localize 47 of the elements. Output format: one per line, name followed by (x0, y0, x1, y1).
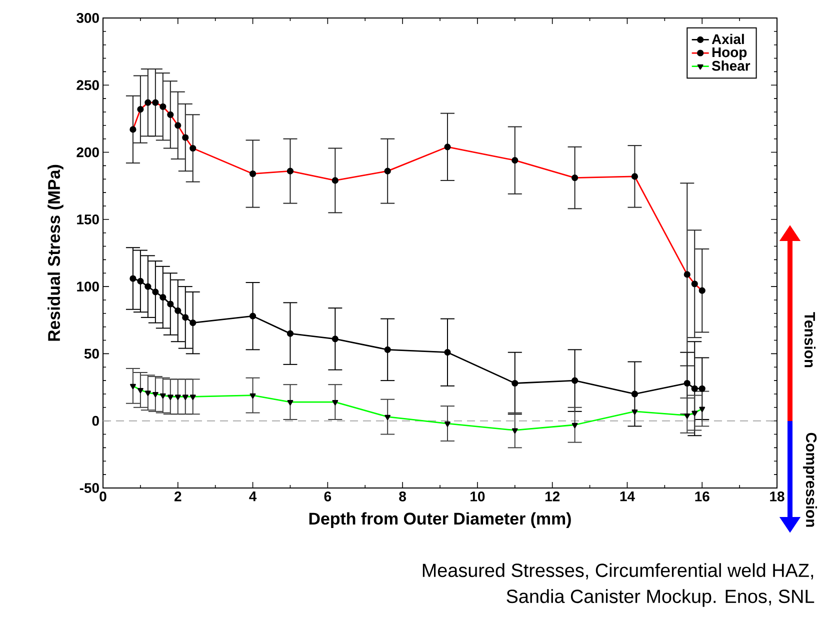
x-tick-label: 0 (100, 491, 106, 502)
x-tick-label: 14 (620, 492, 635, 502)
x-tick-label: 18 (770, 491, 784, 502)
x-tick-label: 4 (249, 492, 257, 502)
point (137, 278, 144, 284)
point (691, 385, 698, 392)
text: Sandia Canister Mockup. Enos, SNL (506, 589, 814, 607)
point (249, 312, 256, 320)
point (160, 294, 166, 301)
y-tick-label: 200 (76, 147, 99, 158)
x-tick-label: 12 (545, 491, 560, 502)
y-tick-label: 150 (77, 214, 99, 224)
point (631, 390, 638, 398)
point (167, 300, 174, 308)
point (512, 380, 518, 387)
point (384, 346, 391, 353)
x-tick-label: 6 (324, 491, 332, 502)
legend-label: Shear (712, 60, 750, 71)
point (286, 330, 294, 337)
x-tick-label: 10 (470, 491, 485, 502)
point (332, 336, 338, 342)
y-tick-label: 300 (76, 13, 99, 23)
point (698, 385, 706, 392)
y-axis-title: Residual Stress (MPa) (48, 164, 64, 341)
point (152, 288, 159, 296)
legend-label: Hoop (712, 47, 747, 60)
point (130, 275, 136, 282)
y-tick-label: 250 (76, 80, 99, 90)
text: Compression (803, 432, 817, 527)
point (190, 320, 196, 326)
text: Measured Stresses, Circumferential weld HAZ, (422, 563, 814, 580)
point (174, 307, 182, 314)
x-tick-label: 8 (399, 491, 406, 502)
y-tick-label: -50 (80, 483, 99, 493)
point (572, 377, 578, 384)
y-tick-label: 0 (92, 416, 99, 426)
point (444, 349, 451, 356)
point (182, 314, 189, 321)
point (144, 283, 152, 290)
point (684, 380, 690, 387)
y-tick-label: 50 (84, 348, 99, 359)
text: Tension (804, 312, 816, 368)
x-axis-title: Depth from Outer Diameter (mm) (309, 512, 571, 528)
x-tick-label: 2 (174, 491, 182, 502)
y-tick-label: 100 (77, 282, 99, 292)
x-tick-label: 16 (695, 491, 710, 502)
legend-label: Axial (712, 34, 744, 44)
